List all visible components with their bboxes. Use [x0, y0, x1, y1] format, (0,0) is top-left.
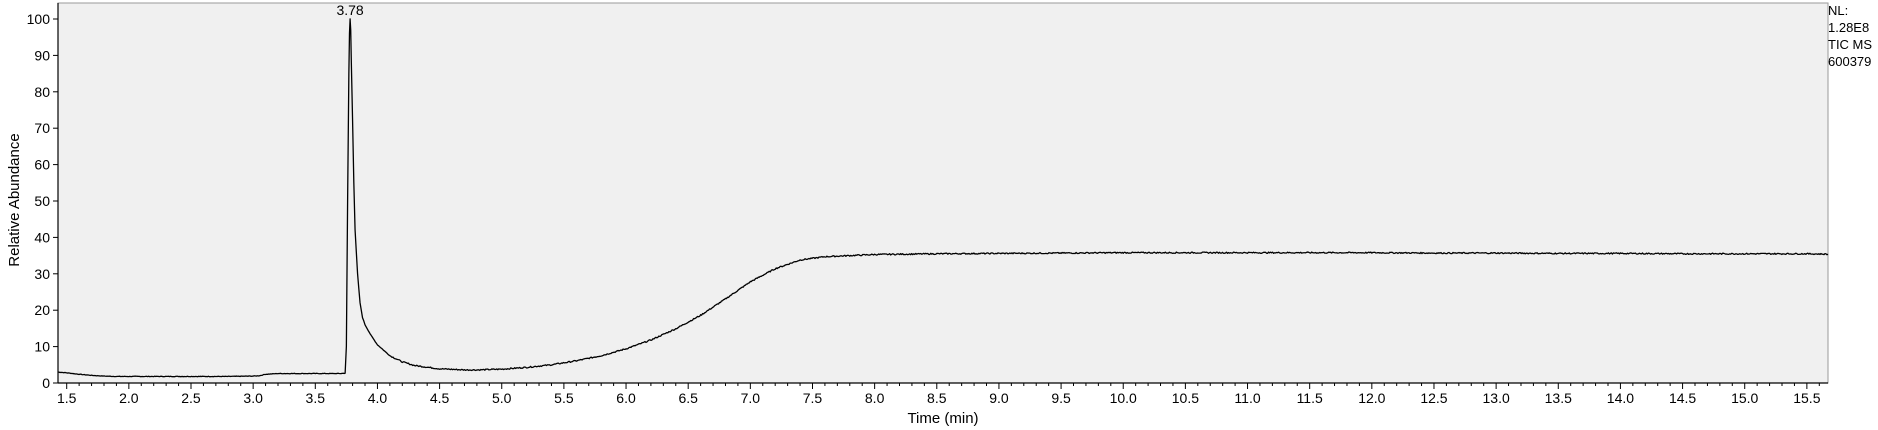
x-tick-label: 13.0: [1483, 390, 1510, 406]
plot-area: [57, 2, 1829, 384]
y-tick-label: 0: [42, 375, 50, 391]
series-line: [57, 18, 1829, 378]
x-tick-label: 7.5: [803, 390, 823, 406]
annotations-layer: 3.78: [336, 2, 363, 18]
y-tick-label: 80: [34, 84, 50, 100]
x-tick-label: 12.5: [1420, 390, 1447, 406]
x-tick-label: 8.0: [865, 390, 885, 406]
x-tick-label: 4.5: [430, 390, 450, 406]
x-tick-label: 10.0: [1110, 390, 1137, 406]
x-tick-label: 5.5: [554, 390, 574, 406]
y-tick-label: 100: [27, 11, 51, 27]
x-tick-label: 7.0: [741, 390, 761, 406]
x-tick-label: 15.5: [1793, 390, 1820, 406]
y-tick-label: 60: [34, 157, 50, 173]
x-tick-label: 9.0: [989, 390, 1009, 406]
x-tick-label: 3.5: [306, 390, 326, 406]
x-axis-title: Time (min): [907, 410, 978, 427]
x-tick-label: 14.0: [1607, 390, 1634, 406]
x-tick-label: 6.5: [678, 390, 698, 406]
x-axis-ticks: 1.5 2.0 2.5 3.0 3.5 4.0 4.5 5.0 5.5 6.0 6.5 7.0 7.5 8…: [57, 383, 1821, 406]
peak-label: 3.78: [336, 2, 363, 18]
x-tick-label: 12.0: [1358, 390, 1385, 406]
x-tick-label: 5.0: [492, 390, 512, 406]
normalization-info: NL: 1.28E8 TIC MS 600379: [1828, 2, 1872, 70]
x-tick-label: 14.5: [1669, 390, 1696, 406]
x-tick-label: 13.5: [1545, 390, 1572, 406]
y-tick-label: 10: [34, 339, 50, 355]
x-tick-label: 11.5: [1297, 390, 1323, 406]
y-tick-label: 50: [34, 193, 50, 209]
y-tick-label: 70: [34, 120, 50, 136]
y-tick-label: 20: [34, 302, 50, 318]
x-tick-label: 11.0: [1234, 390, 1260, 406]
x-tick-label: 8.5: [927, 390, 947, 406]
y-axis-ticks: 0 10 20 30 40 50 60 70 80 90 100: [27, 11, 58, 391]
x-tick-label: 3.0: [243, 390, 263, 406]
y-tick-label: 40: [34, 229, 50, 245]
x-tick-label: 15.0: [1731, 390, 1758, 406]
x-tick-label: 4.0: [368, 390, 388, 406]
x-tick-label: 2.5: [181, 390, 201, 406]
nl-value: 1.28E8: [1828, 20, 1870, 35]
x-tick-label: 9.5: [1051, 390, 1071, 406]
y-tick-label: 90: [34, 47, 50, 63]
y-tick-label: 30: [34, 266, 50, 282]
y-axis-title: Relative Abundance: [6, 133, 23, 266]
nl-label: NL:: [1828, 3, 1849, 18]
x-tick-label: 2.0: [119, 390, 139, 406]
x-tick-label: 6.0: [616, 390, 636, 406]
x-tick-label: 1.5: [57, 390, 77, 406]
scan-filter-label: TIC MS: [1828, 37, 1873, 52]
file-id: 600379: [1828, 54, 1872, 69]
series-layer: [57, 18, 1829, 378]
x-tick-label: 10.5: [1172, 390, 1199, 406]
